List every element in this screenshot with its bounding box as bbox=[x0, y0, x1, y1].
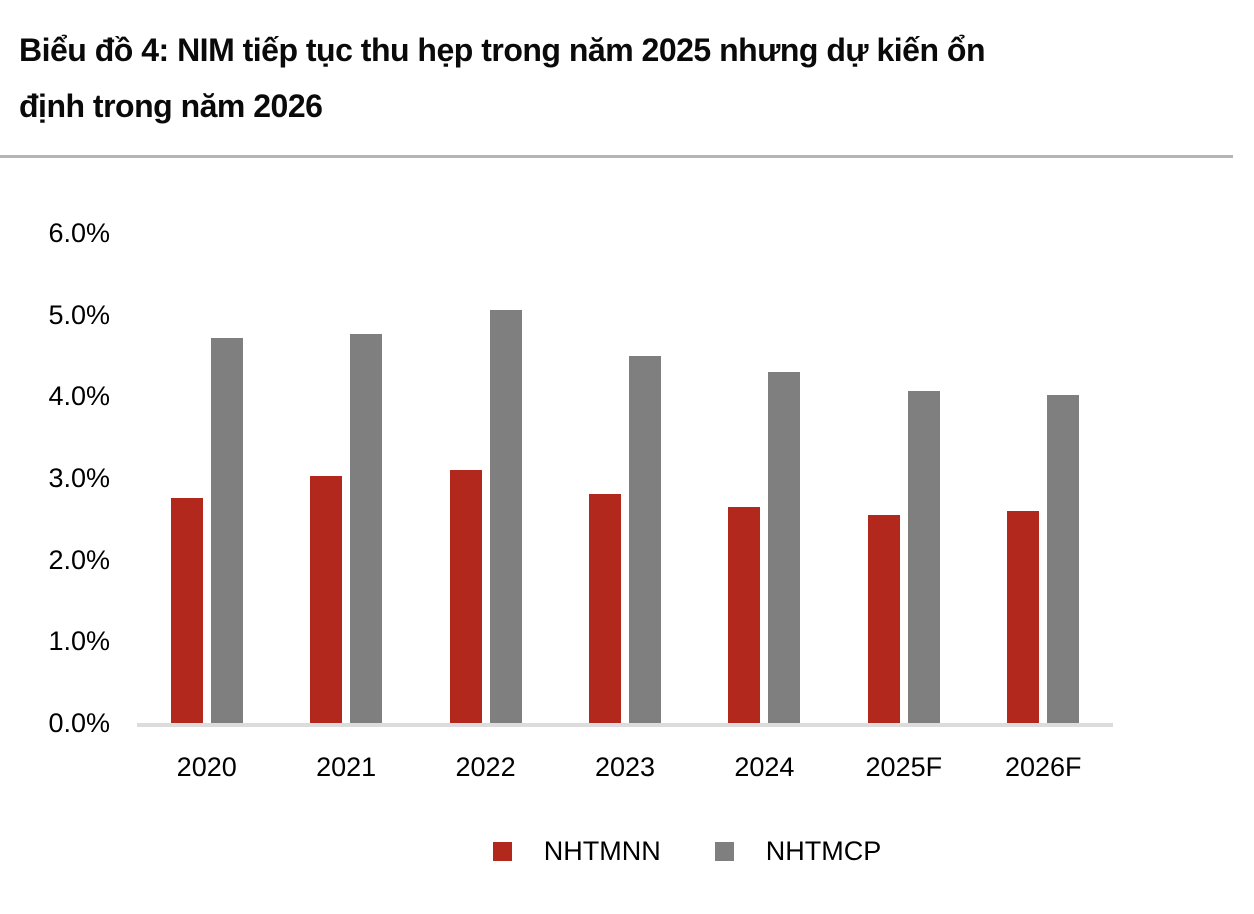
bar-nhtmnn-2026F bbox=[1007, 510, 1040, 723]
x-tick-2023: 2023 bbox=[594, 752, 656, 782]
bar-group-2025F bbox=[834, 233, 973, 723]
bar-nhtmnn-2025F bbox=[867, 514, 900, 723]
bar-nhtmcp-2024 bbox=[768, 371, 801, 723]
x-tick-2025F: 2025F bbox=[865, 752, 943, 782]
y-tick-1.0%: 1.0% bbox=[48, 626, 110, 657]
x-tick-2024: 2024 bbox=[734, 752, 795, 782]
chart-title-line2: định trong năm 2026 bbox=[19, 88, 323, 124]
bar-nhtmcp-2026F bbox=[1047, 394, 1080, 723]
legend-swatch-nhtmcp-icon bbox=[714, 841, 734, 861]
legend-item-nhtmnn: NHTMNN bbox=[492, 836, 661, 866]
y-tick-0.0%: 0.0% bbox=[48, 708, 110, 738]
bar-nhtmnn-2023 bbox=[588, 494, 621, 723]
legend-label-nhtmcp: NHTMCP bbox=[765, 836, 882, 866]
bar-nhtmcp-2021 bbox=[350, 334, 383, 723]
bar-nhtmcp-2025F bbox=[907, 391, 940, 723]
bar-nhtmnn-2024 bbox=[728, 506, 761, 723]
x-axis-labels: 2020 2021 2022 2023 2024 2025F 2026F bbox=[137, 750, 1113, 784]
bar-nhtmnn-2020 bbox=[170, 498, 203, 723]
bar-group-2024 bbox=[695, 233, 834, 723]
plot-area bbox=[137, 233, 1113, 723]
y-tick-6.0%: 6.0% bbox=[48, 218, 110, 248]
bar-nhtmcp-2022 bbox=[489, 309, 522, 723]
x-tick-2026F: 2026F bbox=[1004, 752, 1082, 782]
x-tick-2022: 2022 bbox=[455, 752, 516, 782]
y-axis: 6.0% 5.0% 4.0% 3.0% 2.0% 1.0% 0.0% bbox=[0, 218, 110, 738]
x-axis-line bbox=[137, 723, 1113, 727]
bar-group-2020 bbox=[137, 233, 276, 723]
chart-title: Biểu đồ 4: NIM tiếp tục thu hẹp trong nă… bbox=[19, 22, 1179, 134]
x-tick-2020: 2020 bbox=[176, 752, 237, 782]
y-tick-4.0%: 4.0% bbox=[48, 381, 110, 412]
y-tick-5.0%: 5.0% bbox=[48, 299, 110, 330]
y-tick-2.0%: 2.0% bbox=[48, 544, 110, 575]
legend-label-nhtmnn: NHTMNN bbox=[543, 836, 661, 866]
x-tick-2021: 2021 bbox=[316, 752, 377, 782]
bar-group-2026F bbox=[974, 233, 1113, 723]
legend-swatch-nhtmnn-icon bbox=[492, 841, 512, 861]
bar-nhtmcp-2023 bbox=[628, 355, 661, 723]
legend-item-nhtmcp: NHTMCP bbox=[714, 836, 882, 866]
title-divider bbox=[0, 155, 1233, 158]
chart-legend: NHTMNN NHTMCP bbox=[0, 836, 1254, 866]
bar-group-2023 bbox=[555, 233, 694, 723]
bar-group-2022 bbox=[416, 233, 555, 723]
bar-group-2021 bbox=[276, 233, 415, 723]
y-tick-3.0%: 3.0% bbox=[48, 463, 110, 493]
bar-nhtmnn-2021 bbox=[310, 476, 343, 723]
chart-title-line1: Biểu đồ 4: NIM tiếp tục thu hẹp trong nă… bbox=[19, 32, 985, 68]
bar-nhtmnn-2022 bbox=[449, 469, 482, 723]
bar-nhtmcp-2020 bbox=[210, 337, 243, 723]
